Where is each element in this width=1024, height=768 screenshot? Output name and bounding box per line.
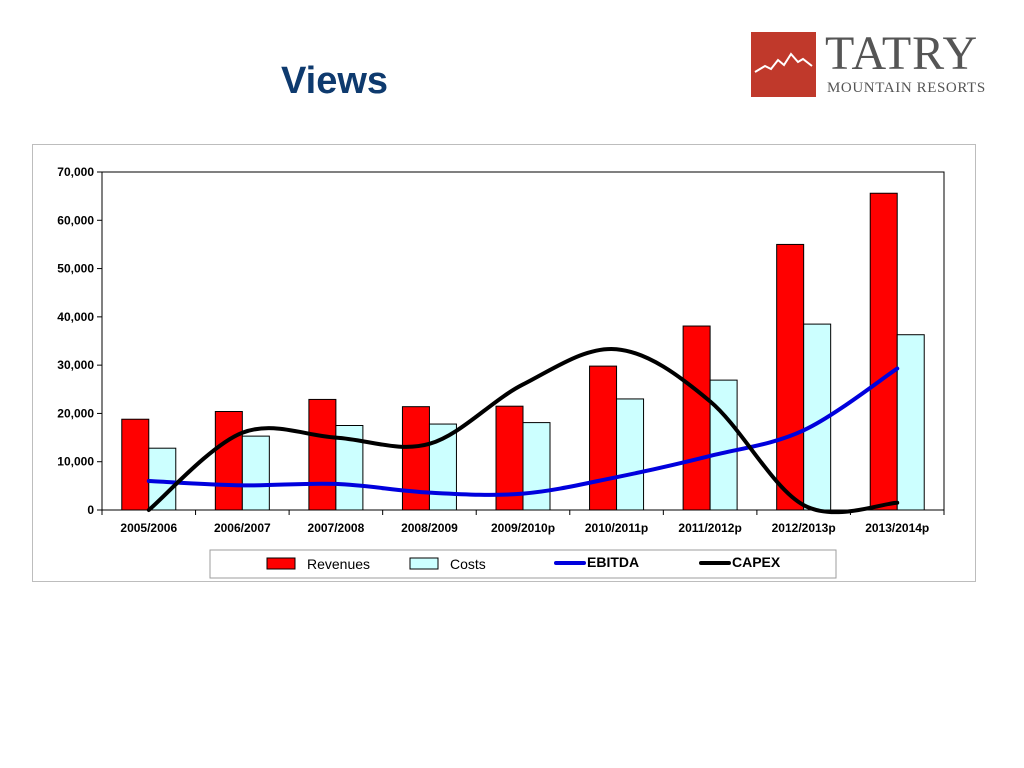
legend-label-ebitda: EBITDA (587, 554, 639, 570)
legend-swatch-revenues (266, 557, 296, 570)
y-tick-label: 50,000 (57, 262, 94, 276)
legend-box (209, 549, 837, 579)
y-tick-label: 10,000 (57, 455, 94, 469)
x-axis: 2005/2006 2006/2007 2007/2008 2008/2009 2009… (101, 510, 945, 535)
bar-revenues (869, 192, 898, 511)
logo-name: TATRY (825, 27, 979, 80)
y-tick-label: 0 (87, 503, 94, 517)
legend-label-costs: Costs (450, 556, 486, 572)
y-tick-label: 20,000 (57, 406, 94, 420)
x-tick-label: 2005/2006 (120, 521, 177, 535)
lines (146, 347, 900, 515)
legend-label-capex: CAPEX (732, 554, 781, 570)
legend-swatch-costs (409, 557, 439, 570)
x-tick-label: 2008/2009 (401, 521, 458, 535)
bar-revenues (308, 398, 337, 511)
bar-costs (522, 422, 551, 511)
y-tick-label: 60,000 (57, 213, 94, 227)
x-tick-label: 2011/2012p (678, 521, 741, 535)
x-tick-label: 2012/2013p (772, 521, 836, 535)
chart: 0 10,000 20,000 30,000 40,000 50,000 60,000 70,… (57, 165, 945, 579)
bar-revenues (776, 243, 805, 511)
bar-costs (241, 435, 270, 511)
y-tick-label: 70,000 (57, 165, 94, 179)
mountain-logo-icon (751, 32, 816, 97)
bar-costs (896, 334, 925, 511)
bar-revenues (121, 418, 150, 511)
logo-subtitle: MOUNTAIN RESORTS (827, 80, 986, 96)
tatry-logo: TATRY MOUNTAIN RESORTS (751, 27, 1011, 98)
x-tick-label: 2006/2007 (214, 521, 271, 535)
line-ebitda (146, 366, 900, 497)
line-capex (146, 347, 900, 515)
bar-revenues (589, 365, 618, 511)
y-tick-label: 30,000 (57, 358, 94, 372)
y-axis: 0 10,000 20,000 30,000 40,000 50,000 60,000 70,… (57, 165, 102, 517)
x-tick-label: 2009/2010p (491, 521, 555, 535)
bar-revenues (401, 406, 430, 511)
bar-revenues (214, 410, 243, 511)
bar-costs (148, 447, 177, 511)
legend: Revenues Costs EBITDA CAPEX (209, 549, 837, 579)
page-title: Views (281, 60, 389, 102)
bar-costs (616, 398, 645, 511)
bar-costs (709, 379, 738, 511)
chart-frame: 0 10,000 20,000 30,000 40,000 50,000 60,000 70,… (32, 144, 976, 582)
x-tick-label: 2007/2008 (308, 521, 365, 535)
bar-revenues (682, 325, 711, 511)
legend-label-revenues: Revenues (307, 556, 370, 572)
y-tick-label: 40,000 (57, 310, 94, 324)
x-tick-label: 2013/2014p (865, 521, 929, 535)
x-tick-label: 2010/2011p (585, 521, 648, 535)
